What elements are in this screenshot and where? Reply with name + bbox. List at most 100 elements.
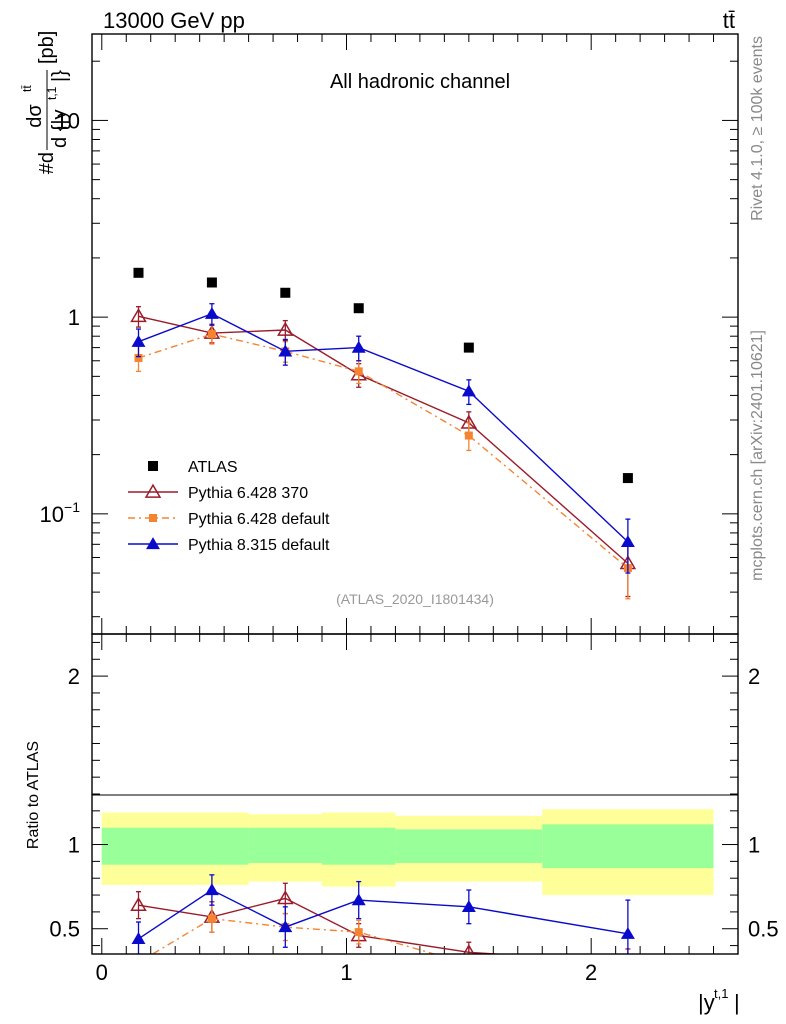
legend: ATLAS Pythia 6.428 370 Pythia 6.428 defaul… [128,459,330,554]
legend-entry-pythia-8-315-default: Pythia 8.315 default [128,537,330,554]
top-point-pythia-6-428-370-0 [130,307,147,323]
legend-marker-pythia-6-428-default [149,514,157,522]
legend-label-pythia-6-428-default: Pythia 6.428 default [188,511,330,528]
top-point-pythia-6-428-default-1 [207,330,216,339]
ratio-series-pythia-8-315-default [131,874,635,954]
legend-entry-pythia-6-428-370: Pythia 6.428 370 [128,483,308,502]
ratio-band-inner-1 [248,827,323,864]
ratio-point-pythia-8-315-default-5 [620,926,635,939]
top-point-atlas-4 [463,342,474,353]
ratio-point-pythia-6-428-default-0 [134,958,142,966]
top-point-atlas-1 [206,277,217,288]
ratio-uncertainty-bands [101,809,714,896]
top-point-pythia-8-315-default-2 [278,344,293,357]
legend-entry-pythia-6-428-default: Pythia 6.428 default [128,511,330,528]
ratio-point-pythia-8-315-default-2 [278,920,293,933]
top-point-pythia-6-428-370-2 [277,321,294,336]
ratio-plot-frame [91,633,739,955]
top-ytick-base-1: 1 [68,305,80,330]
y-label-denominator-sup: t,1 [45,86,59,100]
ratio-point-pythia-6-428-370-5 [621,956,635,968]
ratio-point-pythia-6-428-370-2 [277,890,294,905]
energy-label: 13000 GeV pp [103,8,245,33]
xtick-label-2: 2 [585,960,597,985]
legend-label-pythia-8-315-default: Pythia 8.315 default [188,537,330,554]
ratio-band-inner-2 [322,827,396,865]
ratio-band-inner-0 [101,827,249,865]
ratio-band-inner-4 [542,824,714,869]
ratio-point-pythia-8-315-default-0 [131,932,146,944]
top-point-pythia-8-315-default-5 [620,535,635,548]
top-point-atlas-3 [353,303,364,314]
top-point-pythia-6-428-default-3 [354,367,363,376]
top-point-pythia-6-428-default-4 [464,431,473,440]
top-ytick-base-0: 10 [40,502,64,527]
top-line-pythia-6-428-370 [138,315,629,564]
ratio-point-pythia-6-428-default-4 [465,960,473,968]
top-point-pythia-6-428-default-0 [134,353,143,362]
rivet-version-label: Rivet 4.1.0, ≥ 100k events [749,36,766,221]
ratio-line-pythia-6-428-370 [138,897,507,954]
ratio-series-pythia-6-428-default [134,904,632,980]
process-label: tt̄ [723,8,735,33]
top-ytick-label-1: 1 [68,305,80,330]
top-point-atlas-0 [133,267,144,278]
xtick-label-0: 0 [96,960,108,985]
ratio-ytick-label-left-2: 2 [68,664,80,689]
y-label-unit: [pb] [36,31,58,64]
ratio-point-pythia-6-428-default-5 [624,972,632,980]
top-ytick-exp-0: −1 [64,499,80,515]
ratio-line-pythia-6-428-default [151,917,437,954]
ratio-point-pythia-6-428-default-3 [354,928,363,937]
ratio-point-pythia-8-315-default-4 [461,900,476,912]
legend-label-atlas: ATLAS [188,459,238,476]
top-point-atlas-5 [622,473,633,484]
mcplots-source-label: mcplots.cern.ch [arXiv:2401.10621] [749,330,766,581]
top-series-layer [130,267,637,600]
ratio-ytick-label-right-0: 0.5 [748,917,779,942]
top-point-pythia-8-315-default-0 [131,334,146,347]
xtick-label-1: 1 [340,960,352,985]
ratio-ytick-label-right-1: 1 [748,833,760,858]
top-ytick-label-2: 10 [56,108,80,133]
top-ytick-label-0: 10−1 [40,499,81,527]
y-label-numerator: dσ [24,104,46,128]
y-axis-label: #d dσ tt̄ d {|y t,1 |} [pb] [20,31,71,175]
legend-marker-pythia-6-428-370 [144,483,162,498]
x-label-sup: t,1 [714,986,728,1001]
analysis-tag: (ATLAS_2020_I1801434) [336,591,494,607]
ratio-point-pythia-6-428-370-4 [463,943,475,954]
top-ytick-base-2: 10 [56,108,80,133]
legend-label-pythia-6-428-370: Pythia 6.428 370 [188,485,308,502]
ratio-ytick-label-left-1: 1 [68,833,80,858]
ratio-ytick-label-right-2: 2 [748,664,760,689]
legend-marker-atlas [148,461,158,471]
x-label-base: |y [698,990,715,1015]
legend-entry-atlas: ATLAS [148,459,238,476]
ratio-axis-ticks [92,634,738,954]
top-series-pythia-8-315-default [131,303,635,574]
ratio-point-pythia-8-315-default-1 [204,883,219,896]
top-point-pythia-8-315-default-3 [351,340,366,353]
ratio-y-axis-label: Ratio to ATLAS [25,741,42,849]
x-label-end: | [734,990,740,1015]
plot-title: All hadronic channel [330,71,510,93]
ratio-y-tick-labels: 0.5 0.5 1 1 2 2 [49,664,778,942]
y-label-denominator-end: |} [49,70,71,82]
ratio-band-inner-3 [395,829,543,864]
ratio-ytick-label-left-0: 0.5 [49,917,80,942]
top-series-atlas [133,267,633,484]
top-point-pythia-8-315-default-1 [204,306,219,319]
ratio-point-pythia-6-428-370-0 [130,896,147,912]
x-axis-label: |y t,1 | [698,986,740,1015]
top-axis-ticks [92,34,738,634]
x-tick-labels: 0 1 2 [96,960,598,985]
ratio-series-pythia-6-428-370 [130,882,635,968]
top-point-atlas-2 [280,287,291,298]
top-line-pythia-6-428-default [138,333,629,569]
y-label-denominator: d {|y [49,109,71,148]
legend-marker-pythia-8-315-default [146,537,160,550]
ratio-series-layer [130,874,635,980]
